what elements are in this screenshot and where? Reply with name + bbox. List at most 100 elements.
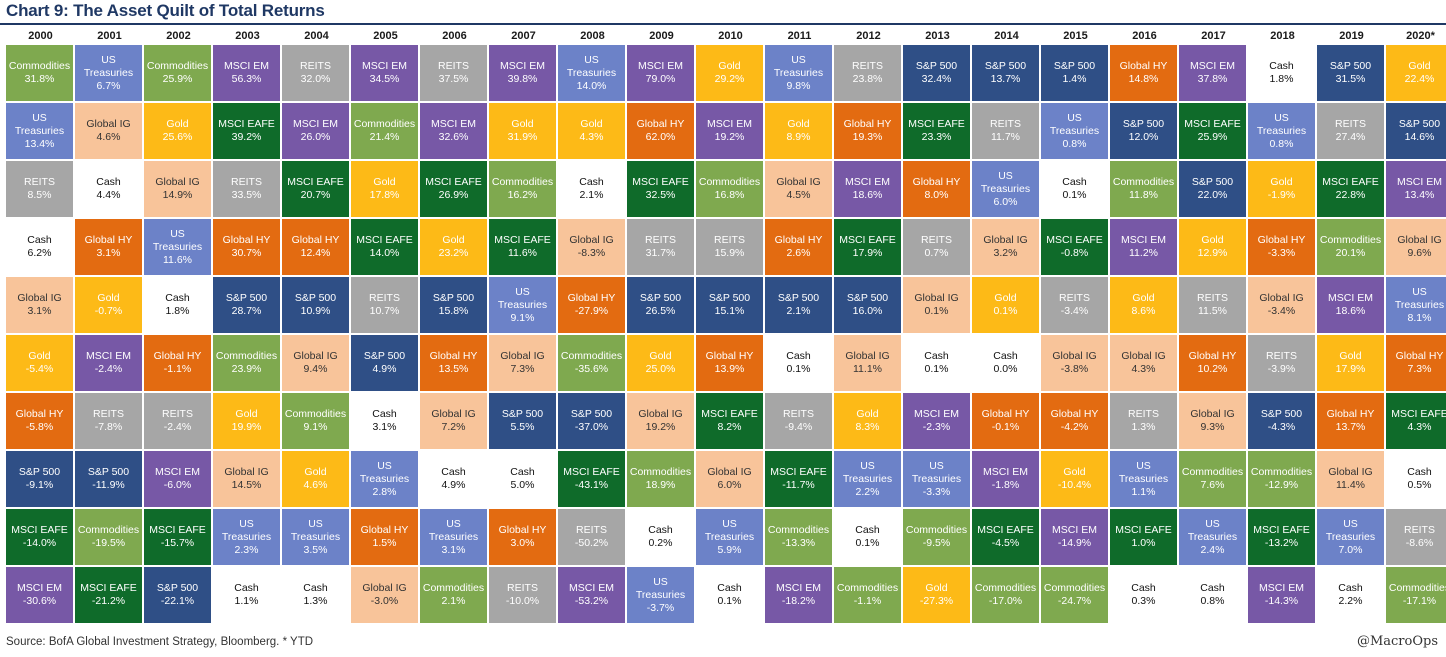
quilt-cell-global-hy: Global HY -4.2%	[1041, 393, 1108, 449]
return-value: -2.4%	[163, 421, 192, 433]
asset-name: Cash	[510, 466, 535, 478]
quilt-cell-reits: REITS -9.4%	[765, 393, 832, 449]
quilt-cell-global-ig: Global IG 7.3%	[489, 335, 556, 391]
quilt-cell-msci-eafe: MSCI EAFE -43.1%	[558, 451, 625, 507]
asset-name: Commodities	[905, 524, 968, 536]
return-value: 16.2%	[507, 189, 538, 201]
asset-name: Cash	[1200, 582, 1225, 594]
quilt-cell-msci-em: MSCI EM -2.3%	[903, 393, 970, 449]
asset-name: Global HY	[498, 524, 547, 536]
return-value: 3.5%	[303, 543, 328, 556]
return-value: 0.8%	[1062, 137, 1087, 150]
return-value: 31.5%	[1335, 73, 1366, 85]
return-value: -5.8%	[25, 421, 54, 433]
year-header: 2003	[235, 30, 260, 42]
return-value: 28.7%	[231, 305, 262, 317]
quilt-cell-msci-eafe: MSCI EAFE 17.9%	[834, 219, 901, 275]
return-value: 12.0%	[1128, 131, 1159, 143]
quilt-cell-gold: Gold 17.8%	[351, 161, 418, 217]
asset-name: S&P 500	[1053, 60, 1096, 72]
quilt-cell-msci-eafe: MSCI EAFE 11.6%	[489, 219, 556, 275]
asset-name: MSCI EAFE	[977, 524, 1034, 536]
return-value: 33.5%	[231, 189, 262, 201]
return-value: 0.1%	[993, 305, 1018, 317]
quilt-cell-cash: Cash 1.3%	[282, 567, 349, 623]
year-header: 2008	[580, 30, 605, 42]
quilt-cell-global-hy: Global HY 14.8%	[1110, 45, 1177, 101]
quilt-cell-msci-em: MSCI EM -30.6%	[6, 567, 73, 623]
asset-name: Treasuries	[83, 66, 134, 79]
quilt-cell-sp-500: S&P 500 14.6%	[1386, 103, 1446, 159]
return-value: 20.7%	[300, 189, 331, 201]
asset-name: Global IG	[1328, 466, 1373, 478]
return-value: 13.5%	[438, 363, 469, 375]
return-value: 22.0%	[1197, 189, 1228, 201]
return-value: -19.5%	[91, 537, 126, 549]
quilt-cell-global-ig: Global IG 3.2%	[972, 219, 1039, 275]
return-value: 11.6%	[163, 253, 192, 266]
asset-name: Global IG	[1121, 350, 1166, 362]
quilt-cell-msci-eafe: MSCI EAFE 1.0%	[1110, 509, 1177, 565]
return-value: 4.3%	[1131, 363, 1156, 375]
asset-name: Commodities	[491, 176, 554, 188]
return-value: 14.0%	[576, 79, 607, 92]
asset-name: Gold	[787, 118, 810, 130]
quilt-cell-global-hy: Global HY -3.3%	[1248, 219, 1315, 275]
return-value: -27.9%	[574, 305, 609, 317]
asset-name: MSCI EAFE	[563, 466, 620, 478]
asset-name: REITS	[162, 408, 193, 420]
year-header: 2005	[373, 30, 398, 42]
quilt-cell-global-ig: Global IG 14.5%	[213, 451, 280, 507]
asset-name: Global HY	[912, 176, 961, 188]
return-value: 21.4%	[369, 131, 400, 143]
asset-name: Global HY	[1326, 408, 1375, 420]
asset-name: MSCI EM	[1397, 176, 1442, 188]
quilt-cell-cash: Cash 2.2%	[1317, 567, 1384, 623]
return-value: 3.2%	[993, 247, 1018, 259]
asset-name: S&P 500	[1329, 60, 1372, 72]
year-header: 2004	[304, 30, 329, 42]
asset-name: Treasuries	[497, 298, 548, 311]
quilt-cell-cash: Cash 0.1%	[834, 509, 901, 565]
asset-name: S&P 500	[915, 60, 958, 72]
quilt-cell-msci-em: MSCI EM -14.9%	[1041, 509, 1108, 565]
quilt-cell-msci-eafe: MSCI EAFE 23.3%	[903, 103, 970, 159]
return-value: -11.9%	[92, 479, 125, 491]
asset-name: Global IG	[500, 350, 545, 362]
quilt-cell-sp-500: S&P 500 22.0%	[1179, 161, 1246, 217]
quilt-cell-gold: Gold -5.4%	[6, 335, 73, 391]
return-value: 3.1%	[372, 421, 397, 433]
quilt-cell-sp-500: S&P 500 26.5%	[627, 277, 694, 333]
asset-name: Cash	[993, 350, 1018, 362]
quilt-cell-sp-500: S&P 500 28.7%	[213, 277, 280, 333]
return-value: 0.1%	[855, 537, 880, 549]
return-value: 29.2%	[714, 73, 745, 85]
return-value: -3.9%	[1267, 363, 1296, 375]
return-value: 8.1%	[1407, 311, 1432, 324]
quilt-cell-cash: Cash 0.0%	[972, 335, 1039, 391]
quilt-cell-commodities: Commodities -9.5%	[903, 509, 970, 565]
return-value: 7.3%	[510, 363, 535, 375]
return-value: 14.8%	[1128, 73, 1159, 85]
quilt-cell-gold: Gold 4.3%	[558, 103, 625, 159]
quilt-cell-global-hy: Global HY 7.3%	[1386, 335, 1446, 391]
quilt-cell-reits: REITS -50.2%	[558, 509, 625, 565]
return-value: -17.0%	[988, 595, 1023, 607]
asset-name: REITS	[645, 234, 676, 246]
quilt-cell-cash: Cash 2.1%	[558, 161, 625, 217]
quilt-cell-us-treasuries: US Treasuries 8.1%	[1386, 277, 1446, 333]
quilt-cell-reits: REITS 1.3%	[1110, 393, 1177, 449]
return-value: -50.2%	[574, 537, 609, 549]
asset-name: Global IG	[1190, 408, 1235, 420]
year-header: 2006	[442, 30, 467, 42]
return-value: 31.9%	[507, 131, 538, 143]
quilt-cell-commodities: Commodities -17.0%	[972, 567, 1039, 623]
quilt-cell-reits: REITS 32.0%	[282, 45, 349, 101]
asset-name: Global IG	[17, 292, 62, 304]
quilt-cell-cash: Cash 5.0%	[489, 451, 556, 507]
asset-name: Cash	[1269, 60, 1294, 72]
quilt-cell-commodities: Commodities -1.1%	[834, 567, 901, 623]
return-value: -3.3%	[922, 485, 951, 498]
asset-name: MSCI EAFE	[494, 234, 551, 246]
return-value: 3.1%	[27, 305, 52, 317]
